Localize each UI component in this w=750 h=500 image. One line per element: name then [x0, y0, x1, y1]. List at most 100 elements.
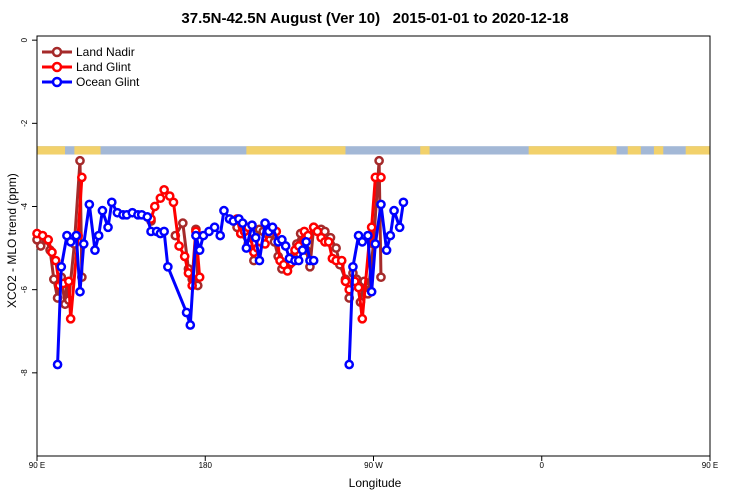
data-point-land-glint [340, 276, 351, 287]
data-point-land-glint [323, 236, 334, 247]
data-point-ocean-glint [185, 320, 196, 330]
data-point-ocean-glint [293, 255, 304, 266]
y-axis-label: XCO2 - MLO trend (ppm) [5, 173, 19, 308]
data-point-ocean-glint [267, 222, 278, 233]
data-point-ocean-glint [389, 205, 399, 216]
data-point-ocean-glint [106, 197, 117, 208]
land-strip-segment [74, 146, 101, 155]
legend-item-ocean-glint: Ocean Glint [42, 74, 139, 89]
data-point-land-glint [43, 234, 54, 245]
data-point-ocean-glint [215, 230, 226, 241]
data-point-ocean-glint [250, 232, 261, 243]
data-point-ocean-glint [366, 286, 377, 297]
data-point-land-glint [183, 268, 194, 278]
data-point-land-glint [65, 313, 76, 324]
data-point-land-glint [194, 272, 205, 283]
data-point-ocean-glint [52, 359, 63, 370]
land-strip-segment [653, 146, 664, 155]
data-point-ocean-glint [159, 226, 169, 237]
legend-item-land-glint: Land Glint [42, 59, 139, 74]
data-point-land-glint [159, 185, 169, 195]
data-point-ocean-glint [181, 307, 192, 318]
land-strip-segment [627, 146, 641, 155]
y-tick-label: -6 [20, 286, 29, 294]
x-tick-label: 90 E [702, 461, 718, 470]
data-point-ocean-glint [56, 261, 67, 272]
land-strip-segment [528, 146, 617, 155]
x-tick-label: 90 W [364, 461, 383, 470]
data-point-ocean-glint [280, 241, 291, 251]
data-point-ocean-glint [376, 199, 386, 210]
data-point-ocean-glint [84, 199, 95, 210]
data-point-ocean-glint [344, 359, 355, 370]
data-point-land-glint [174, 241, 184, 251]
data-point-ocean-glint [363, 230, 373, 241]
legend: Land Nadir Land Glint Ocean Glint [42, 44, 139, 89]
land-strip-segment [37, 146, 66, 155]
legend-swatch-land-nadir-icon [42, 46, 72, 57]
data-point-ocean-glint [219, 205, 229, 216]
data-point-ocean-glint [65, 236, 76, 247]
data-point-land-glint [357, 313, 368, 324]
data-point-land-glint [179, 251, 190, 262]
data-point-ocean-glint [90, 245, 100, 256]
data-point-land-glint [149, 201, 160, 212]
data-point-ocean-glint [103, 222, 113, 233]
data-point-ocean-glint [297, 245, 308, 256]
data-point-ocean-glint [191, 230, 201, 241]
data-point-land-glint [155, 193, 166, 204]
data-point-ocean-glint [247, 220, 257, 231]
x-tick-label: 180 [199, 461, 213, 470]
data-point-ocean-glint [348, 261, 358, 272]
legend-label-land-glint: Land Glint [76, 59, 131, 74]
legend-label-land-nadir: Land Nadir [76, 44, 135, 59]
data-point-ocean-glint [241, 243, 252, 253]
data-point-land-nadir [75, 155, 85, 166]
data-point-land-nadir [177, 218, 188, 228]
y-tick-label: -4 [20, 202, 29, 210]
data-point-ocean-glint [78, 239, 89, 249]
legend-item-land-nadir: Land Nadir [42, 44, 139, 59]
legend-swatch-land-glint-icon [42, 61, 72, 72]
data-point-land-glint [168, 197, 179, 208]
land-strip-segment [685, 146, 710, 155]
data-point-land-glint [47, 247, 57, 258]
data-point-ocean-glint [142, 212, 153, 222]
legend-swatch-ocean-glint-icon [42, 76, 72, 87]
data-point-ocean-glint [398, 197, 409, 208]
data-point-ocean-glint [163, 261, 173, 272]
data-point-ocean-glint [370, 239, 381, 249]
data-point-ocean-glint [97, 205, 108, 216]
data-point-land-nadir [374, 155, 384, 166]
legend-label-ocean-glint: Ocean Glint [76, 74, 140, 89]
chart-title: 37.5N-42.5N August (Ver 10) 2015-01-01 t… [181, 10, 569, 27]
x-axis-label: Longitude [348, 476, 402, 490]
ocean-strip [37, 146, 710, 155]
x-tick-label: 0 [540, 461, 545, 470]
data-point-ocean-glint [394, 222, 405, 233]
data-point-land-glint [50, 255, 61, 266]
data-point-ocean-glint [93, 230, 104, 241]
data-point-land-glint [282, 266, 293, 276]
data-point-ocean-glint [308, 255, 319, 266]
data-point-land-glint [63, 276, 74, 287]
y-tick-label: 0 [20, 37, 29, 42]
x-tick-label: 90 E [29, 461, 45, 470]
data-point-ocean-glint [237, 218, 248, 228]
y-tick-label: -2 [20, 119, 29, 127]
data-point-ocean-glint [209, 222, 220, 233]
data-point-ocean-glint [381, 245, 392, 256]
data-point-land-nadir [376, 272, 386, 283]
data-point-land-glint [77, 172, 87, 183]
data-point-ocean-glint [75, 286, 85, 297]
data-point-land-nadir [331, 243, 341, 253]
data-point-ocean-glint [357, 236, 368, 247]
data-point-ocean-glint [301, 236, 312, 247]
data-point-ocean-glint [194, 245, 205, 256]
data-point-land-glint [366, 222, 377, 233]
data-point-ocean-glint [385, 230, 396, 241]
data-point-ocean-glint [260, 218, 270, 228]
data-point-ocean-glint [254, 255, 265, 266]
land-strip-segment [246, 146, 346, 155]
